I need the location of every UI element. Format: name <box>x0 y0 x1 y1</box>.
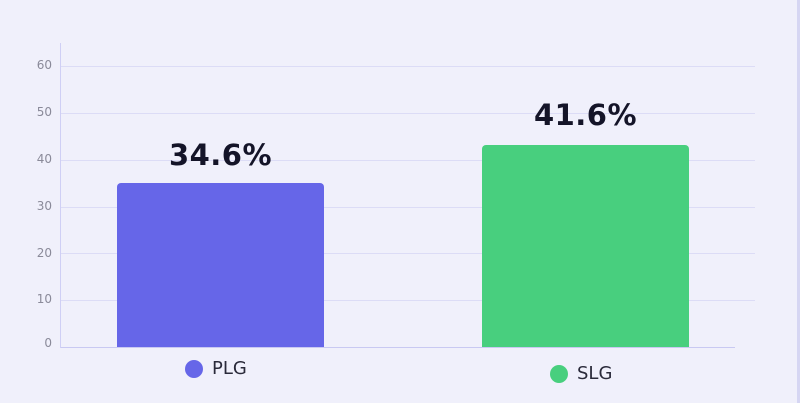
panel-right-border <box>797 0 800 403</box>
x-axis-baseline <box>61 347 735 348</box>
y-tick-10: 10 <box>36 292 52 306</box>
gridline-50 <box>61 113 755 114</box>
legend-label-slg: SLG <box>577 363 613 384</box>
legend-item-plg[interactable]: PLG <box>185 358 247 379</box>
y-tick-40: 40 <box>36 152 52 166</box>
bar-value-label-slg: 41.6% <box>533 98 638 132</box>
y-tick-20: 20 <box>36 246 52 260</box>
y-tick-0: 0 <box>44 336 52 350</box>
gridline-60 <box>61 66 755 67</box>
legend-label-plg: PLG <box>212 358 247 379</box>
legend-item-slg[interactable]: SLG <box>550 363 612 384</box>
y-tick-30: 30 <box>36 199 52 213</box>
y-tick-50: 50 <box>36 105 52 119</box>
bar-slg[interactable] <box>482 145 689 347</box>
gridline-40 <box>61 160 755 161</box>
y-axis-line <box>60 43 61 348</box>
y-tick-60: 60 <box>36 58 52 72</box>
gridline-30 <box>61 207 755 208</box>
legend-dot-icon-slg <box>550 364 568 383</box>
gridline-10 <box>61 300 755 301</box>
gridline-20 <box>61 253 755 254</box>
bar-plg[interactable] <box>117 183 324 347</box>
bar-value-label-plg: 34.6% <box>168 138 273 172</box>
legend-dot-icon-plg <box>185 359 203 378</box>
